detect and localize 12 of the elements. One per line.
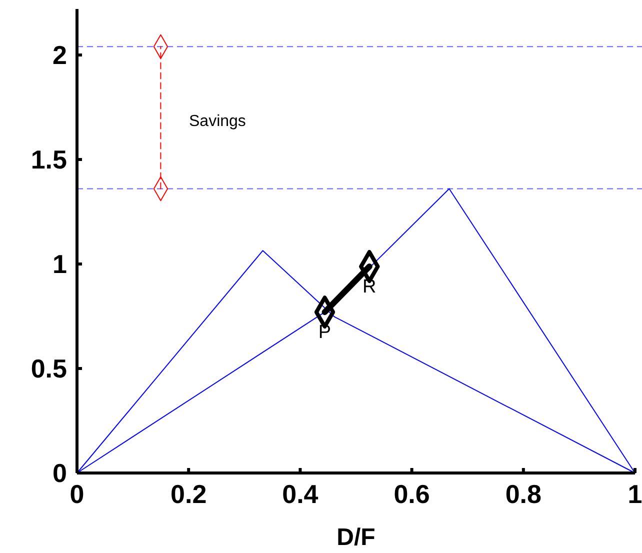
y-tick-label: 1.5 xyxy=(30,144,67,174)
y-tick-label: 2 xyxy=(52,40,67,70)
y-tick-label: 0 xyxy=(52,458,67,488)
y-tick-label: 1 xyxy=(52,248,67,279)
x-tick-label: 0.2 xyxy=(170,479,207,509)
annotation: Savings xyxy=(189,113,246,130)
x-tick-label: 0.6 xyxy=(394,479,430,509)
x-tick-label: 0.4 xyxy=(282,479,319,509)
x-tick-label: 0.8 xyxy=(505,479,542,509)
x-tick-label: 1 xyxy=(628,479,642,509)
x-axis-title: D/F xyxy=(336,524,376,551)
y-tick-label: 0.5 xyxy=(30,353,67,384)
